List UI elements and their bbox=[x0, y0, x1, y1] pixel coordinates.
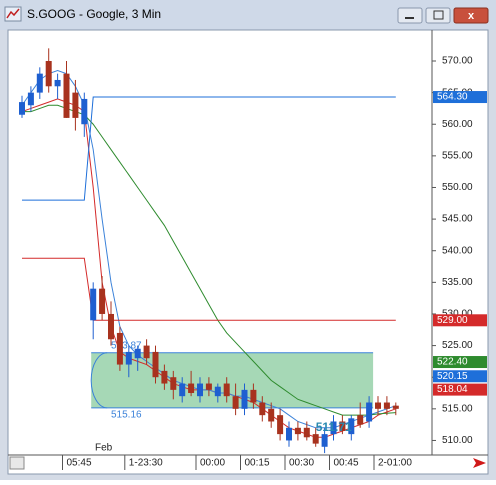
price-label: 529.00 bbox=[437, 315, 468, 326]
y-tick-label: 530.00 bbox=[442, 309, 473, 320]
candle-body bbox=[90, 288, 97, 321]
y-tick-label: 545.00 bbox=[442, 214, 473, 225]
y-tick-label: 550.00 bbox=[442, 182, 473, 193]
candle-body bbox=[197, 383, 203, 397]
x-tick-label: 05:45 bbox=[67, 458, 92, 469]
candle-body bbox=[125, 351, 132, 365]
window-buttons[interactable]: x bbox=[397, 7, 489, 24]
candle-body bbox=[330, 421, 337, 435]
candle-body bbox=[134, 348, 141, 359]
x-tick-label: 00:00 bbox=[200, 458, 225, 469]
indicator-line bbox=[22, 257, 396, 321]
candle-body bbox=[188, 383, 195, 394]
candle-body bbox=[375, 402, 381, 409]
y-tick-label: 555.00 bbox=[442, 150, 473, 161]
price-label-box bbox=[433, 383, 487, 396]
plot: 510.00515.00520.00525.00530.00535.00540.… bbox=[19, 48, 487, 470]
candle-body bbox=[170, 377, 177, 390]
candle-body bbox=[357, 415, 364, 425]
indicator-line bbox=[22, 96, 396, 201]
close-glyph: x bbox=[468, 10, 475, 22]
candle-body bbox=[36, 73, 43, 93]
close-button[interactable] bbox=[453, 7, 489, 24]
marker-label: 511.71 bbox=[316, 420, 352, 434]
price-label: 518.04 bbox=[437, 384, 468, 395]
candle-body bbox=[143, 345, 150, 359]
y-tick-label: 515.00 bbox=[442, 403, 473, 414]
y-tick-label: 510.00 bbox=[442, 435, 473, 446]
app-icon-glyph bbox=[6, 8, 20, 19]
candle-body bbox=[259, 402, 266, 416]
candle-body bbox=[241, 389, 248, 409]
x-tick-label: 00:15 bbox=[245, 458, 270, 469]
zone bbox=[91, 352, 374, 408]
candle-body bbox=[277, 415, 284, 435]
candle-body bbox=[392, 405, 399, 409]
candle-body bbox=[294, 427, 301, 435]
minimize-button[interactable] bbox=[397, 7, 423, 24]
candle-body bbox=[303, 427, 310, 438]
candle-body bbox=[27, 92, 34, 106]
price-label-box bbox=[433, 356, 487, 369]
restore-button[interactable] bbox=[425, 7, 451, 24]
candle-body bbox=[223, 383, 230, 397]
candle-body bbox=[116, 332, 123, 365]
y-tick-label: 525.00 bbox=[442, 340, 473, 351]
month-label: Feb bbox=[95, 443, 113, 454]
price-label-box bbox=[433, 91, 487, 104]
candle-body bbox=[152, 351, 159, 378]
candle-body bbox=[108, 313, 114, 340]
candle-body bbox=[268, 408, 275, 422]
x-tick-label: 00:30 bbox=[289, 458, 314, 469]
candle-body bbox=[383, 402, 390, 409]
candle-body bbox=[214, 386, 221, 397]
candle-body bbox=[205, 383, 212, 390]
x-tick-label: 2-01:00 bbox=[378, 458, 412, 469]
candle-body bbox=[312, 434, 319, 444]
candle-body bbox=[179, 383, 186, 397]
candle-body bbox=[348, 418, 355, 435]
candle-body bbox=[286, 427, 292, 441]
candle-body bbox=[366, 402, 373, 422]
x-tick-label: 1-23:30 bbox=[129, 458, 163, 469]
zone-bracket bbox=[90, 352, 108, 409]
y-tick-label: 560.00 bbox=[442, 119, 473, 130]
y-tick-label: 570.00 bbox=[442, 56, 473, 67]
candle-body bbox=[339, 421, 346, 431]
candle-body bbox=[161, 370, 168, 384]
candle-body bbox=[250, 389, 257, 403]
restore-glyph bbox=[433, 10, 444, 20]
window-title: S.GOOG - Google, 3 Min bbox=[27, 7, 161, 21]
candle-body bbox=[321, 434, 328, 447]
candle-body bbox=[99, 288, 106, 314]
candle-body bbox=[54, 79, 61, 87]
y-tick-label: 535.00 bbox=[442, 277, 473, 288]
candle-body bbox=[232, 396, 239, 409]
candle-body bbox=[72, 92, 79, 118]
zone-bottom-label: 515.16 bbox=[111, 409, 142, 420]
candle-body bbox=[81, 98, 88, 125]
candle-body bbox=[19, 102, 25, 115]
price-label: 564.30 bbox=[437, 92, 468, 103]
price-label-box bbox=[433, 314, 487, 327]
x-tick-label: 00:45 bbox=[334, 458, 359, 469]
zone-top-label: 523.87 bbox=[111, 340, 142, 351]
scroll-button[interactable] bbox=[9, 456, 25, 470]
y-tick-label: 540.00 bbox=[442, 245, 473, 256]
price-label-box bbox=[433, 370, 487, 383]
scroll-right-arrow[interactable] bbox=[473, 458, 486, 468]
candle-body bbox=[45, 60, 52, 87]
price-label: 520.15 bbox=[437, 371, 468, 382]
candle-body bbox=[63, 73, 70, 118]
price-label: 522.40 bbox=[437, 357, 468, 368]
